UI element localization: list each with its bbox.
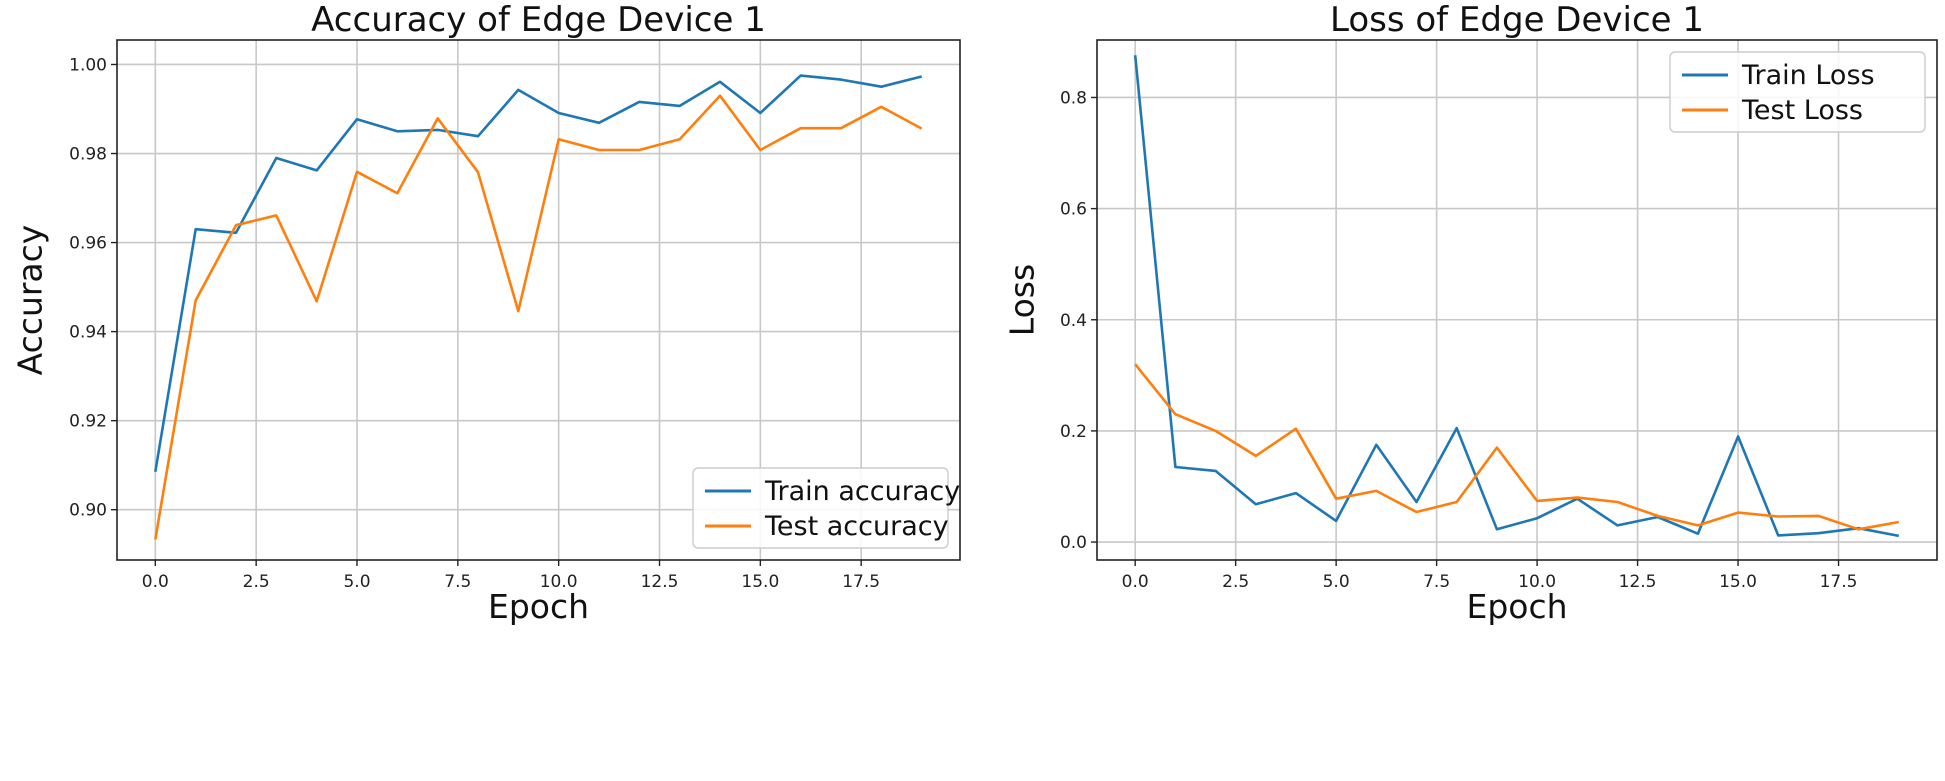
accuracy-y-axis-label: Accuracy — [11, 225, 50, 376]
accuracy-legend-label-train-accuracy: Train accuracy — [764, 476, 960, 507]
accuracy-legend: Train accuracy Test accuracy — [692, 467, 960, 549]
accuracy-series-train-accuracy-line — [154, 74, 923, 473]
loss-y-tick-label: 0.6 — [1060, 200, 1087, 220]
accuracy-y-tick-label: 0.98 — [69, 145, 107, 165]
accuracy-plot-frame — [116, 39, 961, 561]
loss-legend: Train Loss Test Loss — [1669, 51, 1926, 133]
loss-plot-frame — [1096, 39, 1938, 561]
loss-legend-label-test-loss: Test Loss — [1741, 95, 1863, 126]
accuracy-x-tick-label: 0.0 — [142, 572, 169, 592]
accuracy-legend-label-test-accuracy: Test accuracy — [764, 511, 949, 542]
loss-y-tick-label: 0.4 — [1060, 311, 1087, 331]
loss-x-axis-label: Epoch — [1466, 587, 1567, 626]
accuracy-y-tick-label: 0.94 — [69, 323, 107, 343]
accuracy-ticks: 0.0 2.5 5.0 7.5 10.0 12.5 15.0 17.5 0.90 0.92 0.94… — [69, 55, 880, 592]
loss-x-tick-label: 17.5 — [1820, 572, 1858, 592]
accuracy-x-tick-label: 15.0 — [741, 572, 779, 592]
accuracy-panel: 0.0 2.5 5.0 7.5 10.0 12.5 15.0 17.5 0.90 0.92 0.94… — [11, 0, 961, 626]
accuracy-x-tick-label: 12.5 — [641, 572, 679, 592]
accuracy-x-tick-label: 10.0 — [540, 572, 578, 592]
accuracy-series-test-accuracy-line — [154, 94, 923, 540]
loss-x-tick-label: 2.5 — [1222, 572, 1249, 592]
loss-y-tick-label: 0.0 — [1060, 533, 1087, 553]
loss-legend-label-train-loss: Train Loss — [1741, 60, 1875, 91]
accuracy-x-tick-label: 7.5 — [444, 572, 471, 592]
accuracy-x-tick-label: 2.5 — [243, 572, 270, 592]
loss-chart-title: Loss of Edge Device 1 — [1330, 0, 1704, 40]
loss-x-tick-label: 7.5 — [1423, 572, 1450, 592]
accuracy-x-tick-label: 5.0 — [343, 572, 370, 592]
loss-series-train-loss-line — [1133, 55, 1900, 538]
loss-y-tick-label: 0.2 — [1060, 422, 1087, 442]
loss-legend-box — [1669, 51, 1926, 133]
loss-x-tick-label: 0.0 — [1122, 572, 1149, 592]
loss-x-tick-label: 10.0 — [1518, 572, 1556, 592]
accuracy-y-tick-label: 1.00 — [69, 55, 107, 75]
accuracy-legend-box — [692, 467, 949, 549]
accuracy-y-tick-label: 0.90 — [69, 501, 107, 521]
loss-x-tick-label: 12.5 — [1619, 572, 1657, 592]
loss-ticks: 0.0 2.5 5.0 7.5 10.0 12.5 15.0 17.5 0.0 0.2 0.4 0.6… — [1060, 88, 1858, 592]
loss-panel: 0.0 2.5 5.0 7.5 10.0 12.5 15.0 17.5 0.0 0.2 0.4 0.6… — [1003, 0, 1938, 626]
accuracy-y-tick-label: 0.96 — [69, 234, 107, 254]
accuracy-grid — [117, 40, 960, 560]
loss-y-axis-label: Loss — [1003, 264, 1042, 336]
loss-series-layer — [1133, 55, 1900, 538]
loss-series-test-loss-line — [1134, 363, 1900, 531]
accuracy-x-axis-label: Epoch — [488, 587, 589, 626]
loss-x-tick-label: 15.0 — [1719, 572, 1757, 592]
loss-y-tick-label: 0.8 — [1060, 88, 1087, 108]
accuracy-chart-title: Accuracy of Edge Device 1 — [311, 0, 766, 40]
accuracy-series-layer — [154, 74, 923, 540]
accuracy-y-tick-label: 0.92 — [69, 412, 107, 432]
accuracy-x-tick-label: 17.5 — [842, 572, 880, 592]
loss-x-tick-label: 5.0 — [1323, 572, 1350, 592]
